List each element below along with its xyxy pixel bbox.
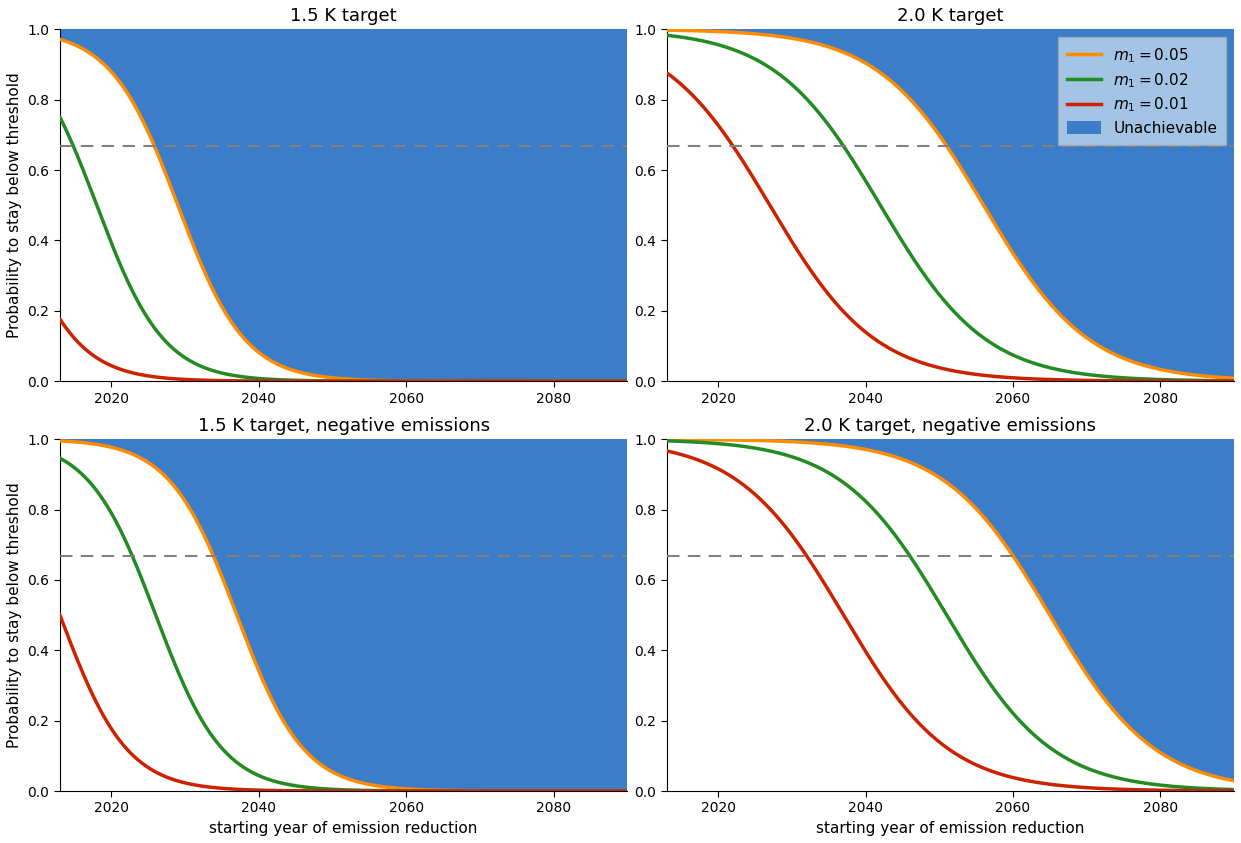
Title: 2.0 K target, negative emissions: 2.0 K target, negative emissions <box>804 416 1096 435</box>
Title: 1.5 K target: 1.5 K target <box>290 7 397 25</box>
X-axis label: starting year of emission reduction: starting year of emission reduction <box>210 821 478 836</box>
Title: 1.5 K target, negative emissions: 1.5 K target, negative emissions <box>197 416 490 435</box>
Title: 2.0 K target: 2.0 K target <box>897 7 1004 25</box>
X-axis label: starting year of emission reduction: starting year of emission reduction <box>817 821 1085 836</box>
Y-axis label: Probability to stay below threshold: Probability to stay below threshold <box>7 72 22 338</box>
Legend: $m_1 = 0.05$, $m_1 = 0.02$, $m_1 = 0.01$, Unachievable: $m_1 = 0.05$, $m_1 = 0.02$, $m_1 = 0.01$… <box>1059 37 1226 145</box>
Y-axis label: Probability to stay below threshold: Probability to stay below threshold <box>7 482 22 748</box>
